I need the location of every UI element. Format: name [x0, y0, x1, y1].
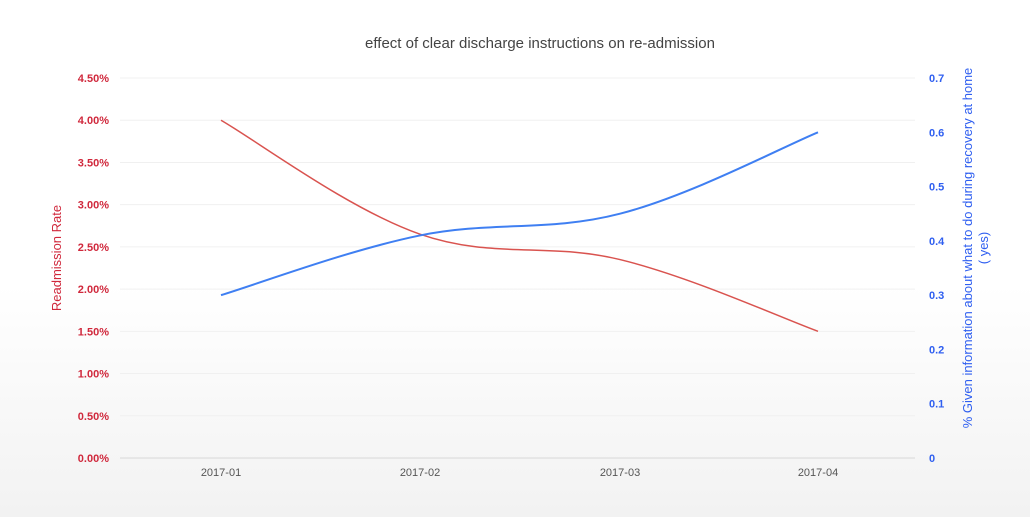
left-axis-label: Readmission Rate [49, 205, 64, 311]
right-tick-label: 0.1 [929, 399, 944, 411]
right-tick-label: 0.4 [929, 236, 945, 248]
right-tick-label: 0.7 [929, 73, 944, 85]
chart-title: effect of clear discharge instructions o… [365, 35, 715, 52]
information-given-line [220, 131, 819, 297]
grid-lines [120, 77, 915, 459]
left-tick-label: 4.00% [78, 115, 109, 127]
right-axis-ticks: 0 0.1 0.2 0.3 0.4 0.5 0.6 0.7 [929, 73, 945, 465]
left-tick-label: 2.50% [78, 242, 109, 254]
left-tick-label: 3.00% [78, 200, 109, 212]
left-tick-label: 1.50% [78, 326, 109, 338]
right-tick-label: 0.3 [929, 290, 944, 302]
right-axis-label-line2: ( yes) [976, 232, 991, 265]
right-axis-label: % Given information about what to do dur… [960, 68, 991, 429]
readmission-rate-line [220, 119, 819, 333]
right-tick-label: 0.2 [929, 344, 944, 356]
left-tick-label: 0.50% [78, 411, 109, 423]
x-tick-label: 2017-01 [201, 467, 241, 479]
left-tick-label: 4.50% [78, 73, 109, 85]
x-tick-label: 2017-03 [600, 467, 640, 479]
left-axis-ticks: 0.00% 0.50% 1.00% 1.50% 2.00% 2.50% 3.00% 3.50%… [78, 73, 109, 465]
right-tick-label: 0 [929, 453, 935, 465]
series-lines [220, 119, 819, 333]
right-axis-label-line1: % Given information about what to do dur… [960, 68, 975, 429]
left-tick-label: 2.00% [78, 284, 109, 296]
x-tick-label: 2017-04 [798, 467, 838, 479]
right-tick-label: 0.5 [929, 182, 944, 194]
left-tick-label: 3.50% [78, 157, 109, 169]
x-axis-ticks: 2017-01 2017-02 2017-03 2017-04 [201, 467, 838, 479]
x-tick-label: 2017-02 [400, 467, 440, 479]
right-tick-label: 0.6 [929, 127, 944, 139]
left-tick-label: 0.00% [78, 453, 109, 465]
left-tick-label: 1.00% [78, 369, 109, 381]
